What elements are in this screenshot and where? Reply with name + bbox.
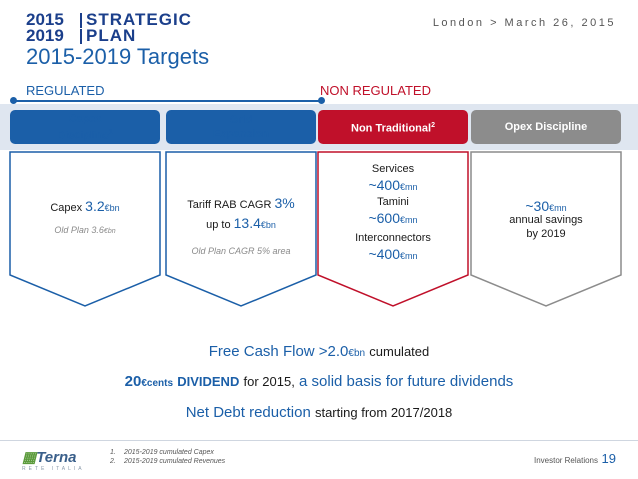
- rab-unit: €bn: [260, 220, 276, 230]
- footnote-ref-2: 2: [431, 121, 435, 129]
- interconnectors-unit: €mn: [400, 251, 418, 261]
- dividend-year: for 2015,: [243, 374, 295, 389]
- presentation-date: London > March 26, 2015: [432, 17, 616, 29]
- fcf-text: Free Cash Flow >2.0: [208, 343, 349, 360]
- header-opex-discipline: Opex Discipline: [471, 110, 621, 144]
- capex-old-plan: Old Plan 3.6: [54, 225, 104, 235]
- grid-old-plan: Old Plan CAGR 5% area: [191, 246, 291, 256]
- summary-dividend: 20€cents DIVIDEND for 2015, a solid basi…: [0, 373, 638, 390]
- terna-logo-mark-icon: ▦: [22, 449, 37, 466]
- footnote-1-number: 1.: [110, 449, 116, 456]
- opex-line1: annual savings: [509, 214, 583, 226]
- terna-logo-text: Terna: [36, 449, 77, 466]
- bracket-dot-left: [10, 97, 17, 104]
- footnote-2: 2. 2015-2019 cumulated Revenues: [110, 457, 225, 466]
- dividend-tail: a solid basis for future dividends: [299, 373, 514, 390]
- investor-relations-label: Investor Relations: [533, 456, 598, 465]
- footer-divider: [0, 440, 638, 441]
- header-capex-line2: Discipline: [57, 129, 110, 142]
- regulated-bracket-line: [12, 100, 322, 102]
- tariff-label: Tariff RAB CAGR: [187, 199, 272, 211]
- chevron-opex: [470, 151, 622, 307]
- header-grid-line1: Grid: [229, 114, 253, 126]
- column-chevron-shapes: [9, 151, 622, 307]
- capex-unit: €bn: [104, 203, 120, 213]
- header-non-traditional: Non Traditional2: [318, 110, 468, 144]
- fcf-unit: €bn: [348, 348, 366, 359]
- tamini-label: Tamini: [377, 196, 409, 208]
- services-label: Services: [371, 163, 415, 175]
- footnote-1: 1. 2015-2019 cumulated Capex: [110, 448, 225, 457]
- logo-year-end: 2019: [26, 26, 64, 45]
- fcf-cumulated: cumulated: [369, 344, 430, 359]
- header-grid-expansion: Grid Expansion: [166, 110, 316, 144]
- footnotes: 1. 2015-2019 cumulated Capex 2. 2015-2019 …: [110, 448, 225, 466]
- rab-up-to-label: up to: [206, 219, 231, 231]
- logo-word-strategic: STRATEGIC: [86, 10, 192, 29]
- interconnectors-value: ~400: [368, 246, 401, 262]
- header-capex-line1: Capex: [68, 112, 102, 125]
- card-grid-expansion: Tariff RAB CAGR 3% up to 13.4€bn Old Pla…: [166, 195, 316, 257]
- chevron-grid: [165, 151, 317, 307]
- capex-label: Capex: [50, 202, 83, 214]
- footnote-2-number: 2.: [110, 458, 116, 465]
- services-unit: €mn: [400, 182, 418, 192]
- tamini-value: ~600: [368, 210, 401, 226]
- terna-logo-subtitle: RETE ITALIA: [22, 466, 85, 472]
- card-non-traditional: Services ~400€mn Tamini ~600€mn Intercon…: [318, 163, 468, 262]
- interconnectors-label: Interconnectors: [355, 232, 431, 244]
- capex-value: 3.2: [85, 198, 105, 214]
- footnote-1-text: 2015-2019 cumulated Capex: [124, 449, 214, 456]
- logo-separator: [80, 28, 82, 44]
- rab-value: 13.4: [233, 215, 261, 231]
- dividend-value: 20: [124, 373, 142, 390]
- bracket-dot-right: [318, 97, 325, 104]
- header-grid-line2: Expansion: [213, 128, 269, 140]
- opex-unit: €mn: [549, 203, 567, 213]
- tariff-cagr-value: 3%: [274, 195, 295, 211]
- card-capex: Capex 3.2€bn Old Plan 3.6€bn: [10, 198, 160, 236]
- card-opex: ~30€mn annual savings by 2019: [471, 198, 621, 240]
- logo-year-start: 2015: [26, 10, 64, 29]
- header-capex-discipline: Capex Discipline1: [10, 110, 160, 144]
- summary-free-cash-flow: Free Cash Flow >2.0€bn cumulated: [0, 343, 638, 360]
- dividend-unit: €cents: [141, 378, 174, 389]
- page-number: 19: [601, 451, 616, 466]
- chevron-capex: [9, 151, 161, 307]
- summary-net-debt: Net Debt reduction starting from 2017/20…: [0, 404, 638, 421]
- services-value: ~400: [368, 177, 401, 193]
- terna-logo: ▦Terna: [22, 448, 76, 466]
- footnote-2-text: 2015-2019 cumulated Revenues: [124, 458, 226, 465]
- logo-separator: [80, 12, 82, 28]
- footnote-ref-1: 1: [109, 128, 113, 136]
- dividend-word: DIVIDEND: [177, 374, 240, 389]
- logo-word-plan: PLAN: [86, 26, 137, 45]
- tamini-unit: €mn: [400, 215, 418, 225]
- net-debt-text: Net Debt reduction: [185, 404, 311, 421]
- non-regulated-label: NON REGULATED: [320, 83, 431, 98]
- opex-line2: by 2019: [526, 228, 566, 240]
- regulated-label: REGULATED: [26, 83, 105, 98]
- opex-value: ~30: [525, 198, 550, 214]
- net-debt-period: starting from 2017/2018: [314, 405, 453, 420]
- strategic-plan-logo: 2015 STRATEGIC 2019 PLAN: [26, 10, 192, 45]
- capex-old-unit: €bn: [103, 228, 116, 235]
- header-non-traditional-label: Non Traditional: [351, 122, 432, 135]
- header-opex-label: Opex Discipline: [504, 121, 588, 133]
- chevron-non-traditional: [317, 151, 469, 307]
- page-title: 2015-2019 Targets: [26, 44, 210, 69]
